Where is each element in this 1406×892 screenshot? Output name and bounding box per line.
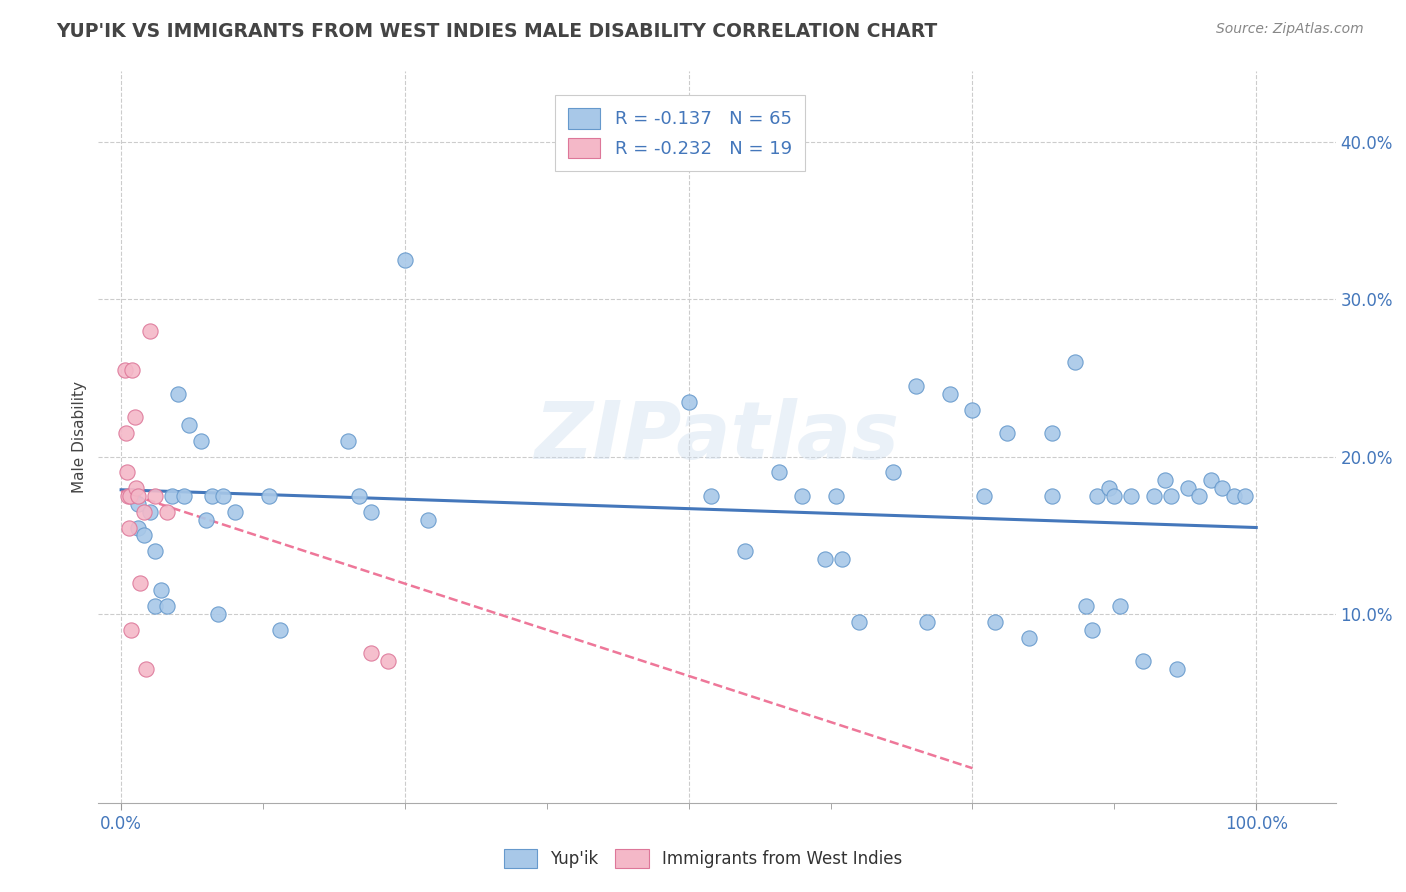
Point	[1132, 654, 1154, 668]
Point	[135, 662, 157, 676]
Point	[1040, 489, 1063, 503]
Point	[1040, 426, 1063, 441]
Point	[125, 481, 148, 495]
Point	[173, 489, 195, 503]
Point	[1104, 489, 1126, 503]
Point	[127, 520, 149, 534]
Point	[984, 615, 1007, 629]
Point	[1143, 489, 1166, 503]
Point	[179, 418, 201, 433]
Point	[129, 575, 152, 590]
Point	[155, 505, 177, 519]
Point	[1199, 473, 1222, 487]
Point	[120, 623, 142, 637]
Point	[121, 489, 143, 503]
Point	[127, 497, 149, 511]
Point	[118, 520, 141, 534]
Point	[115, 466, 138, 480]
Y-axis label: Male Disability: Male Disability	[72, 381, 87, 493]
Point	[132, 505, 155, 519]
Point	[768, 466, 790, 480]
Point	[269, 623, 291, 637]
Point	[143, 599, 166, 614]
Point	[155, 599, 177, 614]
Point	[973, 489, 995, 503]
Point	[1211, 481, 1233, 495]
Point	[1160, 489, 1182, 503]
Point	[207, 607, 229, 621]
Point	[167, 387, 190, 401]
Point	[224, 505, 246, 519]
Point	[143, 489, 166, 503]
Point	[831, 552, 853, 566]
Point	[792, 489, 814, 503]
Point	[201, 489, 224, 503]
Point	[962, 402, 984, 417]
Point	[882, 466, 904, 480]
Point	[1018, 631, 1040, 645]
Text: ZIPatlas: ZIPatlas	[534, 398, 900, 476]
Point	[337, 434, 360, 448]
Point	[1080, 623, 1102, 637]
Point	[120, 489, 142, 503]
Point	[212, 489, 235, 503]
Point	[132, 528, 155, 542]
Point	[1098, 481, 1121, 495]
Point	[1188, 489, 1211, 503]
Point	[257, 489, 280, 503]
Point	[1166, 662, 1188, 676]
Point	[360, 505, 382, 519]
Point	[195, 513, 218, 527]
Point	[360, 646, 382, 660]
Point	[734, 544, 756, 558]
Point	[1222, 489, 1244, 503]
Legend: Yup'ik, Immigrants from West Indies: Yup'ik, Immigrants from West Indies	[498, 842, 908, 875]
Point	[915, 615, 938, 629]
Point	[117, 489, 139, 503]
Point	[995, 426, 1018, 441]
Point	[1074, 599, 1097, 614]
Point	[1233, 489, 1256, 503]
Point	[416, 513, 439, 527]
Point	[124, 410, 146, 425]
Point	[138, 505, 160, 519]
Point	[1177, 481, 1199, 495]
Point	[149, 583, 172, 598]
Point	[904, 379, 927, 393]
Point	[160, 489, 183, 503]
Point	[825, 489, 848, 503]
Text: YUP'IK VS IMMIGRANTS FROM WEST INDIES MALE DISABILITY CORRELATION CHART: YUP'IK VS IMMIGRANTS FROM WEST INDIES MA…	[56, 22, 938, 41]
Point	[143, 544, 166, 558]
Point	[814, 552, 837, 566]
Point	[138, 324, 160, 338]
Point	[1085, 489, 1108, 503]
Point	[114, 426, 136, 441]
Point	[700, 489, 723, 503]
Point	[190, 434, 212, 448]
Point	[394, 253, 416, 268]
Point	[1154, 473, 1177, 487]
Point	[939, 387, 962, 401]
Point	[114, 363, 136, 377]
Point	[127, 489, 149, 503]
Point	[377, 654, 399, 668]
Point	[1121, 489, 1143, 503]
Point	[1063, 355, 1085, 369]
Text: Source: ZipAtlas.com: Source: ZipAtlas.com	[1216, 22, 1364, 37]
Point	[1109, 599, 1132, 614]
Legend: R = -0.137   N = 65, R = -0.232   N = 19: R = -0.137 N = 65, R = -0.232 N = 19	[555, 95, 804, 171]
Point	[848, 615, 870, 629]
Point	[121, 363, 143, 377]
Point	[678, 394, 700, 409]
Point	[349, 489, 371, 503]
